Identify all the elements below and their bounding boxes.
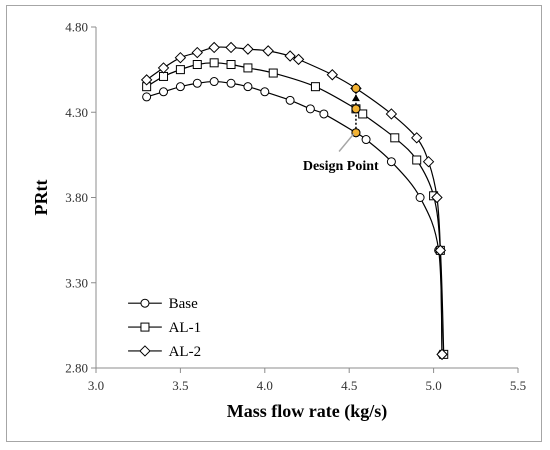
legend: Base AL-1 AL-2: [128, 296, 201, 360]
data-point: [159, 71, 169, 81]
data-point: [434, 244, 447, 257]
legend-item-al-2: AL-2: [128, 344, 201, 360]
data-point: [361, 135, 371, 145]
data-point: [192, 60, 202, 70]
data-point: [292, 53, 305, 66]
x-tick-label: 3.5: [172, 378, 188, 393]
axes: 3.0 3.5 4.0 4.5 5.0 5.5 2.80 3.30 3.80 4.30 4.80: [65, 20, 526, 394]
data-point: [175, 82, 185, 92]
data-point: [159, 87, 169, 97]
x-tick-label: 5.5: [510, 378, 526, 393]
data-point: [175, 65, 185, 75]
data-point: [285, 95, 295, 105]
series-base: [142, 77, 447, 359]
data-point: [431, 191, 443, 204]
design-point-marker: [351, 83, 361, 93]
design-point-arrowhead: [351, 94, 360, 102]
legend-swatch-marker: [140, 298, 150, 308]
legend-swatch-marker: [140, 322, 150, 332]
data-point: [226, 60, 236, 70]
data-point: [209, 77, 219, 87]
legend-label: AL-1: [169, 320, 202, 336]
design-point-marker: [351, 104, 361, 114]
y-tick-label: 4.30: [65, 105, 88, 120]
data-point: [260, 87, 270, 97]
data-point: [358, 109, 368, 119]
data-point: [174, 51, 187, 64]
y-axis-title: PRtt: [31, 180, 51, 216]
data-point: [192, 78, 202, 88]
series-al-1: [142, 58, 449, 359]
annotation-layer: Design Point: [303, 83, 379, 174]
data-point: [242, 43, 254, 55]
y-tick-label: 4.80: [65, 20, 88, 35]
legend-label: Base: [169, 296, 199, 312]
design-point-callout-line: [338, 133, 355, 152]
chart: 3.0 3.5 4.0 4.5 5.0 5.5 2.80 3.30 3.80 4.30 4.80 D…: [31, 20, 526, 423]
data-point: [226, 78, 236, 88]
legend-item-al-1: AL-1: [128, 320, 201, 336]
y-tick-label: 2.80: [65, 361, 88, 376]
data-point: [386, 157, 396, 167]
data-point: [243, 82, 253, 92]
data-point: [268, 68, 278, 78]
data-point: [284, 50, 296, 62]
data-point: [243, 63, 253, 73]
data-point: [142, 92, 152, 102]
data-point: [411, 132, 423, 144]
x-axis-title: Mass flow rate (kg/s): [227, 401, 387, 422]
data-point: [191, 46, 203, 59]
data-point: [305, 104, 315, 114]
data-point: [140, 74, 153, 86]
data-point: [326, 69, 339, 81]
x-tick-label: 4.5: [341, 378, 357, 393]
legend-item-base: Base: [128, 296, 198, 312]
data-point: [390, 133, 400, 143]
data-point: [319, 109, 329, 119]
x-tick-label: 3.0: [88, 378, 104, 393]
data-point: [225, 41, 237, 54]
data-point: [157, 62, 170, 74]
series-line: [146, 62, 445, 355]
data-point: [412, 155, 422, 165]
design-point-label: Design Point: [303, 159, 379, 174]
legend-swatch-marker: [139, 345, 151, 357]
data-point: [422, 155, 435, 168]
data-point: [208, 41, 220, 54]
data-point: [310, 82, 320, 92]
data-point: [262, 45, 274, 57]
data-point: [415, 193, 425, 202]
chart-frame: 3.0 3.5 4.0 4.5 5.0 5.5 2.80 3.30 3.80 4.30 4.80 D…: [6, 5, 542, 442]
series-line: [146, 80, 443, 355]
y-tick-label: 3.80: [65, 190, 88, 205]
legend-label: AL-2: [169, 344, 202, 360]
data-point: [209, 58, 219, 68]
data-point: [385, 108, 398, 120]
y-tick-label: 3.30: [65, 275, 88, 290]
data-point: [436, 348, 448, 361]
x-tick-label: 4.0: [257, 378, 273, 393]
x-tick-label: 5.0: [425, 378, 441, 393]
